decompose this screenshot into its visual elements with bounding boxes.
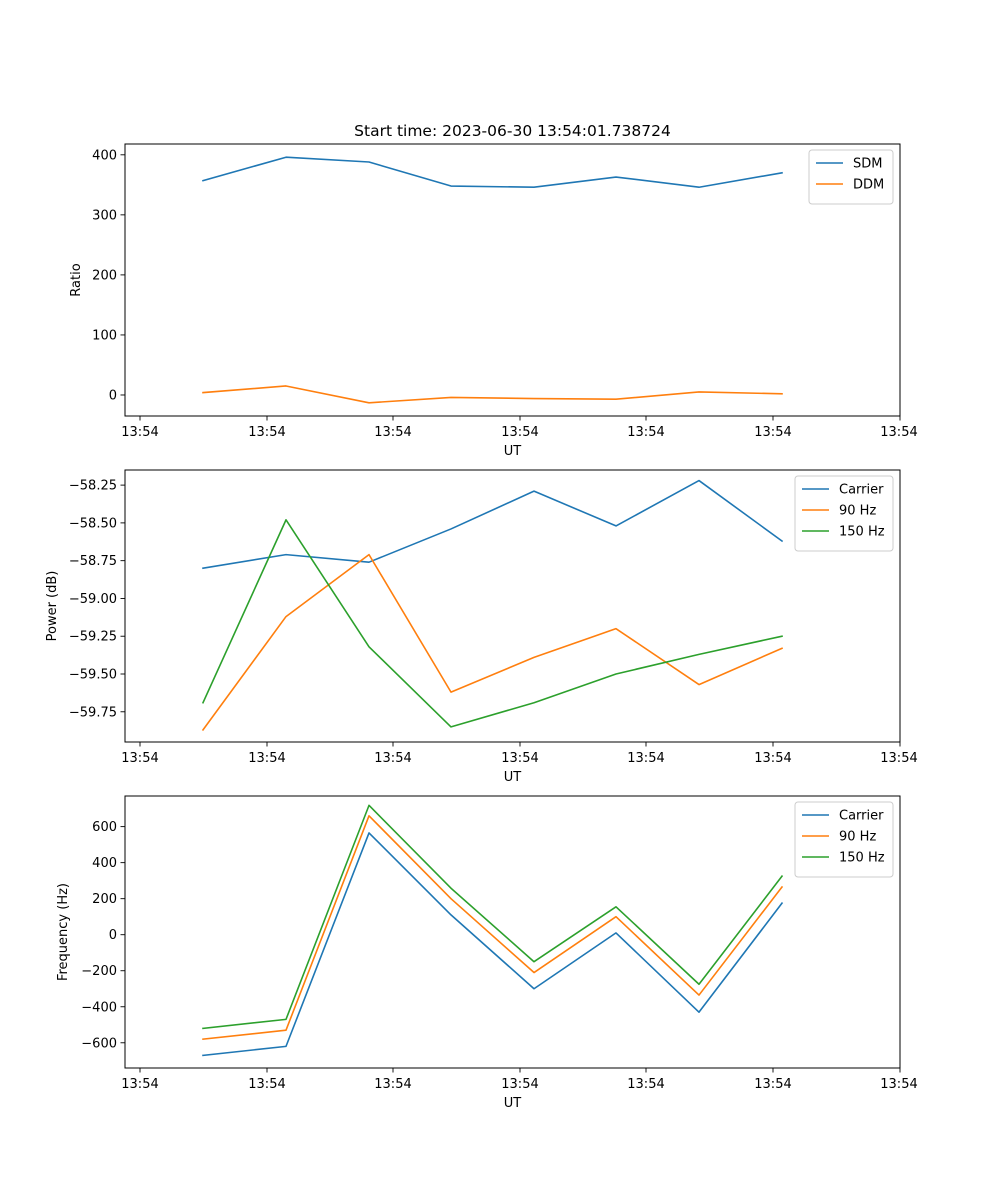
y-tick-label: −59.00 [69, 592, 117, 607]
x-tick-label: 13:54 [627, 425, 664, 440]
plot-frame [125, 144, 900, 416]
x-tick-label: 13:54 [248, 1077, 285, 1092]
x-tick-label: 13:54 [121, 1077, 158, 1092]
plot-frame [125, 470, 900, 742]
legend-entry: 90 Hz [839, 830, 876, 845]
x-tick-label: 13:54 [501, 751, 538, 766]
y-tick-label: −59.75 [69, 705, 117, 720]
y-tick-label: −58.50 [69, 516, 117, 531]
y-tick-label: −58.75 [69, 554, 117, 569]
x-tick-label: 13:54 [880, 425, 917, 440]
y-tick-label: 200 [92, 268, 117, 283]
x-axis-label: UT [504, 444, 522, 459]
y-axis-label: Frequency (Hz) [56, 883, 71, 981]
y-tick-label: −59.50 [69, 668, 117, 683]
x-tick-label: 13:54 [754, 425, 791, 440]
x-tick-label: 13:54 [754, 751, 791, 766]
series-line-90-hz [203, 555, 782, 730]
x-axis-label: UT [504, 1096, 522, 1111]
x-tick-label: 13:54 [248, 425, 285, 440]
y-tick-label: 0 [109, 928, 117, 943]
legend-entry: 90 Hz [839, 504, 876, 519]
x-axis-label: UT [504, 770, 522, 785]
legend: Carrier 90 Hz 150 Hz [795, 476, 893, 551]
y-axis-label: Power (dB) [45, 571, 60, 642]
legend: Carrier 90 Hz 150 Hz [795, 802, 893, 877]
y-tick-label: 600 [92, 820, 117, 835]
y-tick-label: −200 [81, 964, 117, 979]
legend-entry: 150 Hz [839, 525, 885, 540]
x-tick-label: 13:54 [880, 1077, 917, 1092]
y-tick-label: 400 [92, 148, 117, 163]
plot-frame [125, 796, 900, 1068]
legend-entry: 150 Hz [839, 851, 885, 866]
plot-panel-3: 13:54 13:54 13:54 13:54 13:54 13:54 13:54 −600 −… [56, 796, 918, 1111]
legend-entry: DDM [853, 178, 884, 193]
x-tick-label: 13:54 [501, 425, 538, 440]
x-tick-label: 13:54 [880, 751, 917, 766]
y-axis-label: Ratio [69, 263, 84, 296]
series-line-150-hz [203, 805, 782, 1028]
chart-title: Start time: 2023-06-30 13:54:01.738724 [354, 122, 671, 140]
y-tick-label: −600 [81, 1036, 117, 1051]
x-tick-label: 13:54 [121, 425, 158, 440]
series-line-sdm [203, 157, 782, 187]
y-tick-label: −400 [81, 1000, 117, 1015]
series-line-150-hz [203, 520, 782, 727]
legend: SDM DDM [809, 150, 893, 204]
x-tick-label: 13:54 [501, 1077, 538, 1092]
y-tick-label: 200 [92, 892, 117, 907]
x-tick-label: 13:54 [374, 425, 411, 440]
x-tick-label: 13:54 [627, 751, 664, 766]
legend-entry: Carrier [839, 809, 884, 824]
x-tick-label: 13:54 [374, 1077, 411, 1092]
legend-entry: Carrier [839, 483, 884, 498]
x-tick-label: 13:54 [627, 1077, 664, 1092]
y-tick-label: −59.25 [69, 630, 117, 645]
plot-panel-2: 13:54 13:54 13:54 13:54 13:54 13:54 13:54 −59.7… [45, 470, 918, 785]
series-line-ddm [203, 386, 782, 403]
x-tick-label: 13:54 [248, 751, 285, 766]
plot-panel-1: 13:54 13:54 13:54 13:54 13:54 13:54 13:54 0 100 2… [69, 122, 918, 459]
x-tick-label: 13:54 [121, 751, 158, 766]
y-tick-label: 400 [92, 856, 117, 871]
y-tick-label: −58.25 [69, 479, 117, 494]
legend-entry: SDM [853, 157, 882, 172]
x-tick-label: 13:54 [754, 1077, 791, 1092]
x-tick-label: 13:54 [374, 751, 411, 766]
y-tick-label: 300 [92, 208, 117, 223]
y-tick-label: 0 [109, 388, 117, 403]
series-line-90-hz [203, 816, 782, 1039]
y-tick-label: 100 [92, 328, 117, 343]
